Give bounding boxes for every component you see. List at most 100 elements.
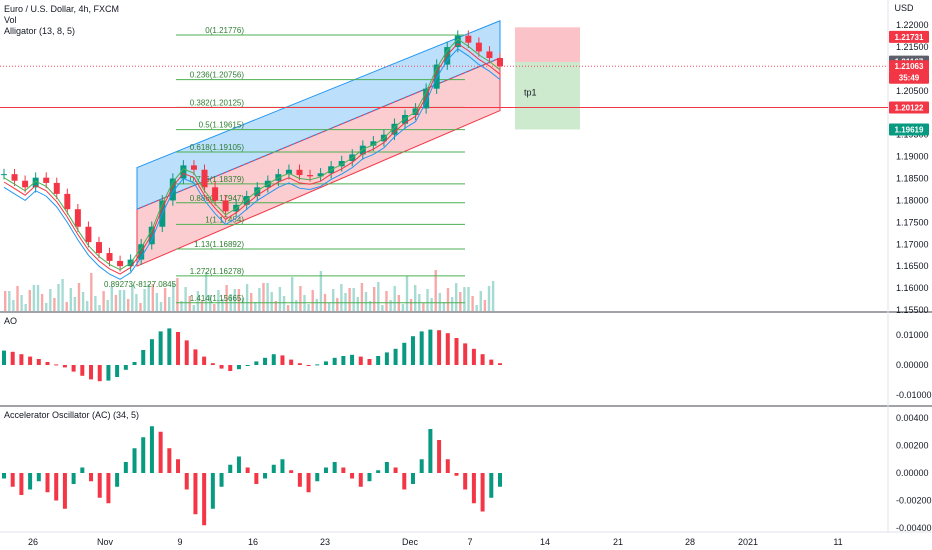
volume-bar <box>360 283 364 311</box>
candle-body[interactable] <box>43 177 50 183</box>
ao-bar <box>263 357 268 365</box>
volume-bar <box>122 290 126 311</box>
candle-body[interactable] <box>53 182 60 194</box>
candle-body[interactable] <box>296 169 303 176</box>
ac-bar <box>210 473 215 509</box>
volume-bar <box>422 303 425 311</box>
ao-bar <box>463 343 468 365</box>
candle-body[interactable] <box>486 51 493 59</box>
volume-bar <box>274 301 277 311</box>
volume-bar <box>176 278 179 311</box>
ao-bar <box>297 363 302 365</box>
fib-level-label: 0.236(1.20756) <box>190 71 245 80</box>
ac-bar <box>289 470 294 473</box>
candle-body[interactable] <box>370 141 377 146</box>
ao-bar <box>45 362 50 365</box>
candle-body[interactable] <box>475 42 482 52</box>
volume-bar <box>57 284 60 311</box>
volume-bar <box>479 291 482 311</box>
volume-bar <box>98 305 101 311</box>
volume-bar <box>163 288 167 311</box>
candle-body[interactable] <box>106 253 113 261</box>
candle-body[interactable] <box>391 123 398 135</box>
ao-bar <box>141 350 146 365</box>
candle-body[interactable] <box>85 226 92 243</box>
price-tag: 1.21063 <box>895 62 924 71</box>
candle-body[interactable] <box>190 165 197 170</box>
ac-bar <box>54 473 59 501</box>
volume-bar <box>213 304 216 311</box>
candle-body[interactable] <box>317 173 324 177</box>
volume-bar <box>69 288 72 311</box>
candle-body[interactable] <box>444 47 451 65</box>
candle-body[interactable] <box>169 178 176 201</box>
ac-bar <box>149 426 154 473</box>
volume-bar <box>258 288 261 311</box>
candle-body[interactable] <box>465 35 472 43</box>
ac-bar <box>2 473 6 479</box>
ac-bar <box>62 473 67 509</box>
candle-body[interactable] <box>32 177 39 188</box>
volume-bar <box>110 286 113 311</box>
ao-bar <box>54 364 59 366</box>
candle-body[interactable] <box>254 187 261 197</box>
ao-bar <box>306 365 311 366</box>
ao-bar <box>402 342 407 365</box>
candle-body[interactable] <box>1 174 7 176</box>
candle-body[interactable] <box>433 64 440 89</box>
volume-bar <box>487 286 491 311</box>
ao-bar <box>2 350 6 365</box>
volume-bar <box>463 287 466 311</box>
candle-body[interactable] <box>423 88 430 109</box>
candle-body[interactable] <box>95 242 102 254</box>
ao-bar <box>445 333 450 365</box>
candle-body[interactable] <box>212 187 219 201</box>
volume-bar <box>20 295 23 311</box>
candle-body[interactable] <box>454 35 461 48</box>
price-axis-tick: 1.15500 <box>896 305 929 315</box>
volume-bar <box>4 291 7 311</box>
ao-bar <box>219 365 224 369</box>
candle-body[interactable] <box>497 58 503 67</box>
volume-bar <box>348 288 351 311</box>
candle-body[interactable] <box>22 180 29 188</box>
volume-bar <box>352 288 355 311</box>
candle-body[interactable] <box>402 114 409 124</box>
candle-body[interactable] <box>285 169 292 175</box>
ac-bar <box>341 467 346 473</box>
fib-low-label: 0.89273(-8127.0845 <box>104 280 177 289</box>
volume-bar <box>385 291 388 311</box>
candle-body[interactable] <box>338 161 345 167</box>
volume-bar <box>430 298 433 311</box>
volume-bar <box>409 299 413 311</box>
price-tag: 1.21731 <box>895 33 924 42</box>
ac-bar <box>245 467 250 473</box>
volume-bar <box>368 301 372 311</box>
candle-body[interactable] <box>117 260 124 267</box>
volume-bar <box>12 300 15 311</box>
ao-bar <box>271 354 276 365</box>
volume-bar <box>180 301 183 311</box>
candle-body[interactable] <box>180 165 187 179</box>
candle-body[interactable] <box>243 196 250 205</box>
candle-body[interactable] <box>307 175 314 177</box>
candle-body[interactable] <box>11 174 18 181</box>
candle-body[interactable] <box>359 145 366 155</box>
ac-bar <box>19 473 24 495</box>
candle-body[interactable] <box>222 200 229 212</box>
candle-body[interactable] <box>64 193 71 210</box>
ao-bar <box>419 331 424 365</box>
ac-bar <box>297 473 302 487</box>
volume-bar <box>356 297 359 311</box>
ac-bar <box>158 431 163 473</box>
ao-bar <box>254 361 259 365</box>
ao-bar <box>89 365 94 380</box>
ao-bar <box>428 329 433 365</box>
candle-body[interactable] <box>74 209 81 227</box>
candle-body[interactable] <box>201 169 208 188</box>
ao-label: AO <box>4 316 17 326</box>
volume-bar <box>282 296 286 311</box>
price-axis-tick: 1.17500 <box>896 217 929 227</box>
volume-bar <box>16 286 19 311</box>
